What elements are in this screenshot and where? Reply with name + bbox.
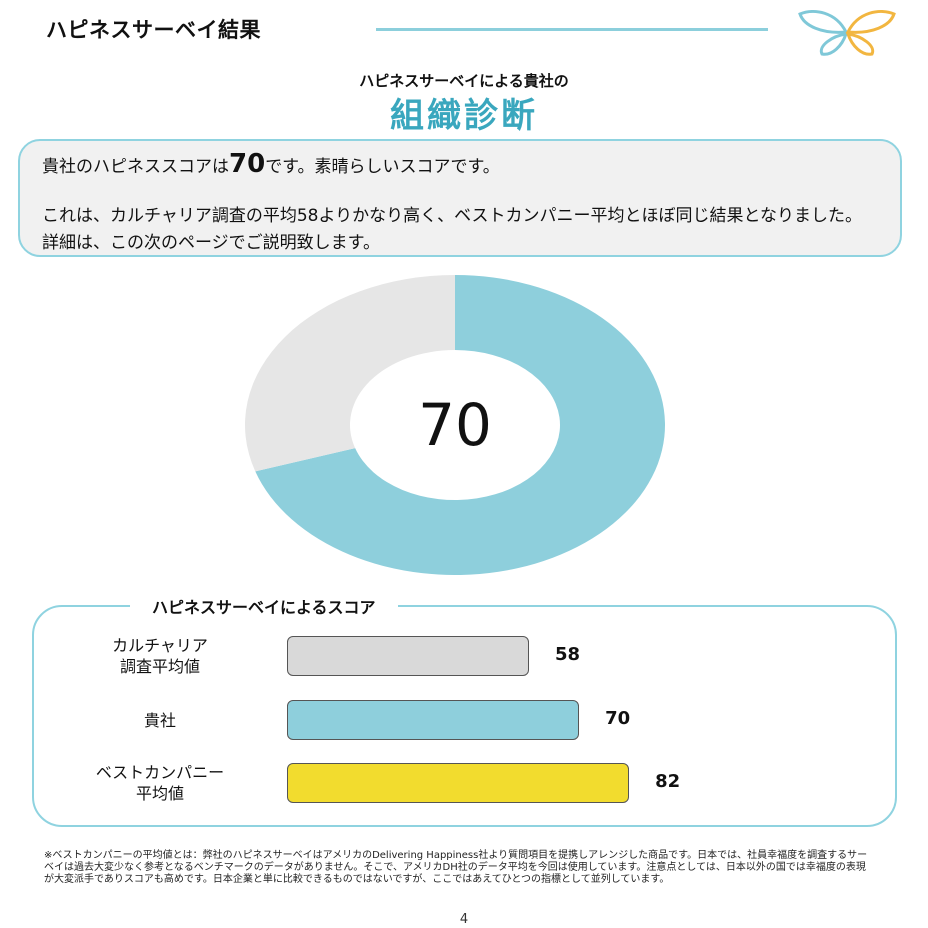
summary-line-1: 貴社のハピネススコアは70です。素晴らしいスコアです。 [42, 151, 878, 181]
summary-prefix: 貴社のハピネススコアは [42, 157, 229, 177]
summary-paragraph-2: これは、カルチャリア調査の平均58よりかなり高く、ベストカンパニー平均とほぼ同じ… [42, 206, 862, 253]
butterfly-logo-icon [798, 9, 896, 56]
bar-0 [287, 636, 529, 676]
logo-wing-right-lower [845, 32, 875, 56]
score-donut-chart: 70 [244, 275, 665, 575]
bar-category-label-line: ベストカンパニー [95, 763, 225, 782]
page-number: 4 [459, 912, 469, 927]
bar-category-label: 貴社 [60, 710, 260, 731]
summary-box: 貴社のハピネススコアは70です。素晴らしいスコアです。 これは、カルチャリア調査… [18, 139, 902, 257]
logo-wing-left-upper [798, 9, 849, 34]
header-divider [376, 28, 768, 31]
bar-chart-title: ハピネスサーベイによるスコア [130, 594, 398, 618]
bar-category-label-line: 貴社 [143, 710, 176, 730]
donut-center-label: 70 [418, 391, 492, 459]
page-title: ハピネスサーベイ結果 [46, 18, 261, 42]
donut-slice-1 [244, 275, 455, 472]
bar-category-label-line: カルチャリア [112, 636, 208, 655]
bar-category-label-line: 調査平均値 [119, 657, 200, 676]
bar-category-label: カルチャリア 調査平均値 [60, 635, 260, 677]
bar-1 [287, 700, 580, 740]
summary-suffix: です。素晴らしいスコアです。 [265, 157, 500, 177]
donut-slice-0 [255, 275, 665, 575]
section-subheading: ハピネスサーベイによる貴社の [359, 72, 569, 90]
bar-category-label-line: 平均値 [135, 784, 184, 803]
bar-value-label: 70 [605, 708, 631, 729]
section-main-heading: 組織診断 [390, 96, 538, 136]
bar-value-label: 58 [555, 644, 581, 665]
score-bar-panel [32, 605, 897, 827]
logo-wing-right-upper [845, 9, 896, 34]
footnote: ※ベストカンパニーの平均値とは：弊社のハピネスサーベイはアメリカのDeliver… [44, 850, 868, 885]
bar-value-label: 82 [655, 771, 681, 792]
bar-category-label: ベストカンパニー 平均値 [60, 762, 260, 804]
logo-wing-left-lower [819, 32, 849, 56]
summary-score: 70 [229, 149, 266, 179]
bar-2 [287, 763, 630, 803]
